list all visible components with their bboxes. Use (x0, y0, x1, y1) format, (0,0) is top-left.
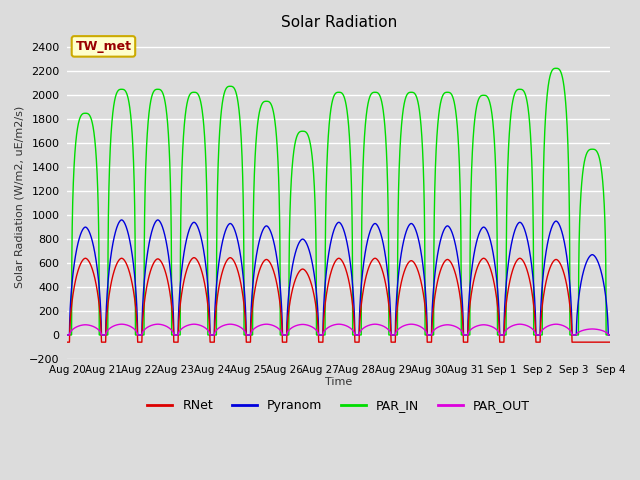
RNet (461, 339, 468, 345)
X-axis label: Time: Time (325, 377, 353, 386)
Pyranom (319, 332, 326, 338)
Pyranom (118, 217, 125, 223)
Line: PAR_IN: PAR_IN (67, 68, 611, 335)
Pyranom (492, 264, 499, 270)
RNet (63, 339, 71, 345)
PAR_IN (319, 332, 326, 338)
PAR_IN (606, 332, 614, 338)
Pyranom (461, 332, 468, 338)
PAR_OUT (607, 332, 614, 338)
Pyranom (63, 332, 71, 338)
PAR_IN (161, 98, 169, 104)
RNet (492, 286, 499, 292)
Title: Solar Radiation: Solar Radiation (281, 15, 397, 30)
PAR_IN (63, 332, 71, 338)
Pyranom (431, 276, 438, 282)
Pyranom (161, 233, 169, 239)
PAR_OUT (606, 332, 614, 338)
RNet (606, 339, 614, 345)
PAR_IN (460, 332, 468, 338)
PAR_IN (552, 65, 560, 71)
RNet (319, 339, 326, 345)
PAR_OUT (492, 325, 499, 331)
RNet (607, 339, 614, 345)
PAR_OUT (118, 321, 125, 327)
RNet (190, 255, 198, 261)
Pyranom (606, 332, 614, 338)
PAR_OUT (161, 323, 169, 329)
RNet (161, 267, 169, 273)
PAR_OUT (431, 327, 438, 333)
Line: PAR_OUT: PAR_OUT (67, 324, 611, 335)
PAR_OUT (461, 332, 468, 338)
PAR_IN (492, 152, 499, 157)
Legend: RNet, Pyranom, PAR_IN, PAR_OUT: RNet, Pyranom, PAR_IN, PAR_OUT (143, 395, 535, 418)
Y-axis label: Solar Radiation (W/m2, uE/m2/s): Solar Radiation (W/m2, uE/m2/s) (15, 106, 25, 288)
Line: Pyranom: Pyranom (67, 220, 611, 335)
RNet (431, 297, 438, 303)
Line: RNet: RNet (67, 258, 611, 342)
PAR_OUT (63, 332, 71, 338)
PAR_IN (607, 332, 614, 338)
PAR_OUT (319, 332, 326, 338)
PAR_IN (431, 214, 438, 219)
Text: TW_met: TW_met (76, 40, 131, 53)
Pyranom (607, 332, 614, 338)
